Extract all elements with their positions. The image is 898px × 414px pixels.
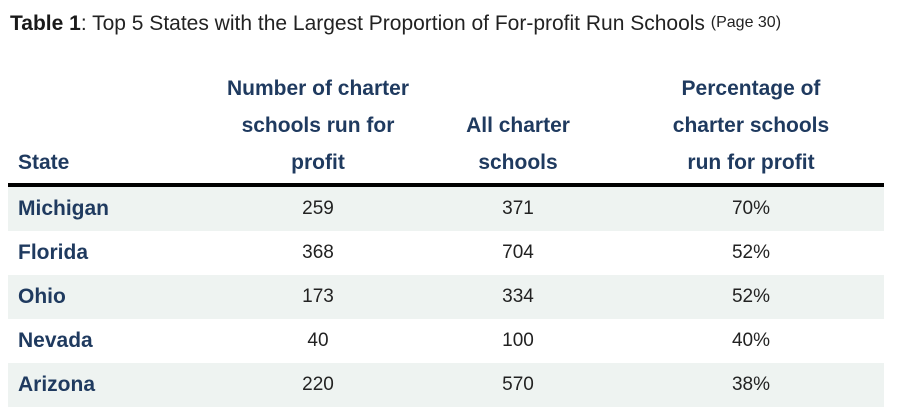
cell-state: Michigan	[8, 185, 218, 231]
cell-all-schools: 334	[418, 275, 618, 319]
cell-all-schools: 704	[502, 242, 534, 263]
cell-all-schools: 100	[502, 330, 534, 351]
cell-for-profit-count: 40	[307, 330, 329, 351]
cell-state: Florida	[18, 241, 89, 264]
table-row: Michigan 259 371 70%	[8, 185, 884, 231]
cell-state: Arizona	[8, 363, 218, 407]
header-percentage: Percentage of charter schools run for pr…	[618, 70, 884, 187]
cell-percentage: 40%	[731, 330, 771, 351]
table-row: Arizona 220 570 38%	[8, 363, 884, 407]
cell-percentage: 52%	[731, 242, 771, 263]
cell-all-schools: 371	[418, 185, 618, 231]
cell-for-profit-count: 173	[218, 275, 418, 319]
cell-percentage: 38%	[618, 363, 884, 407]
cell-state: Ohio	[8, 275, 218, 319]
cell-all-schools: 570	[418, 363, 618, 407]
table-label: Table 1	[10, 12, 81, 35]
data-table: State Number of charter schools run for …	[8, 70, 884, 407]
table-row: Ohio 173 334 52%	[8, 275, 884, 319]
table-title: Table 1: Top 5 States with the Largest P…	[10, 12, 781, 36]
header-state: State	[8, 70, 218, 187]
table-caption: : Top 5 States with the Largest Proporti…	[80, 12, 711, 35]
table-row: Florida 368 704 52%	[8, 231, 884, 275]
table-row: Nevada 40 100 40%	[8, 319, 884, 363]
cell-for-profit-count: 259	[218, 185, 418, 231]
page-reference: (Page 30)	[710, 14, 782, 31]
cell-state: Nevada	[18, 329, 93, 352]
cell-for-profit-count: 220	[218, 363, 418, 407]
header-row: State Number of charter schools run for …	[8, 70, 884, 187]
cell-percentage: 70%	[618, 185, 884, 231]
header-for-profit-count: Number of charter schools run for profit	[218, 70, 418, 187]
cell-percentage: 52%	[618, 275, 884, 319]
cell-for-profit-count: 368	[302, 242, 334, 263]
header-all-schools: All charter schools	[418, 70, 618, 187]
